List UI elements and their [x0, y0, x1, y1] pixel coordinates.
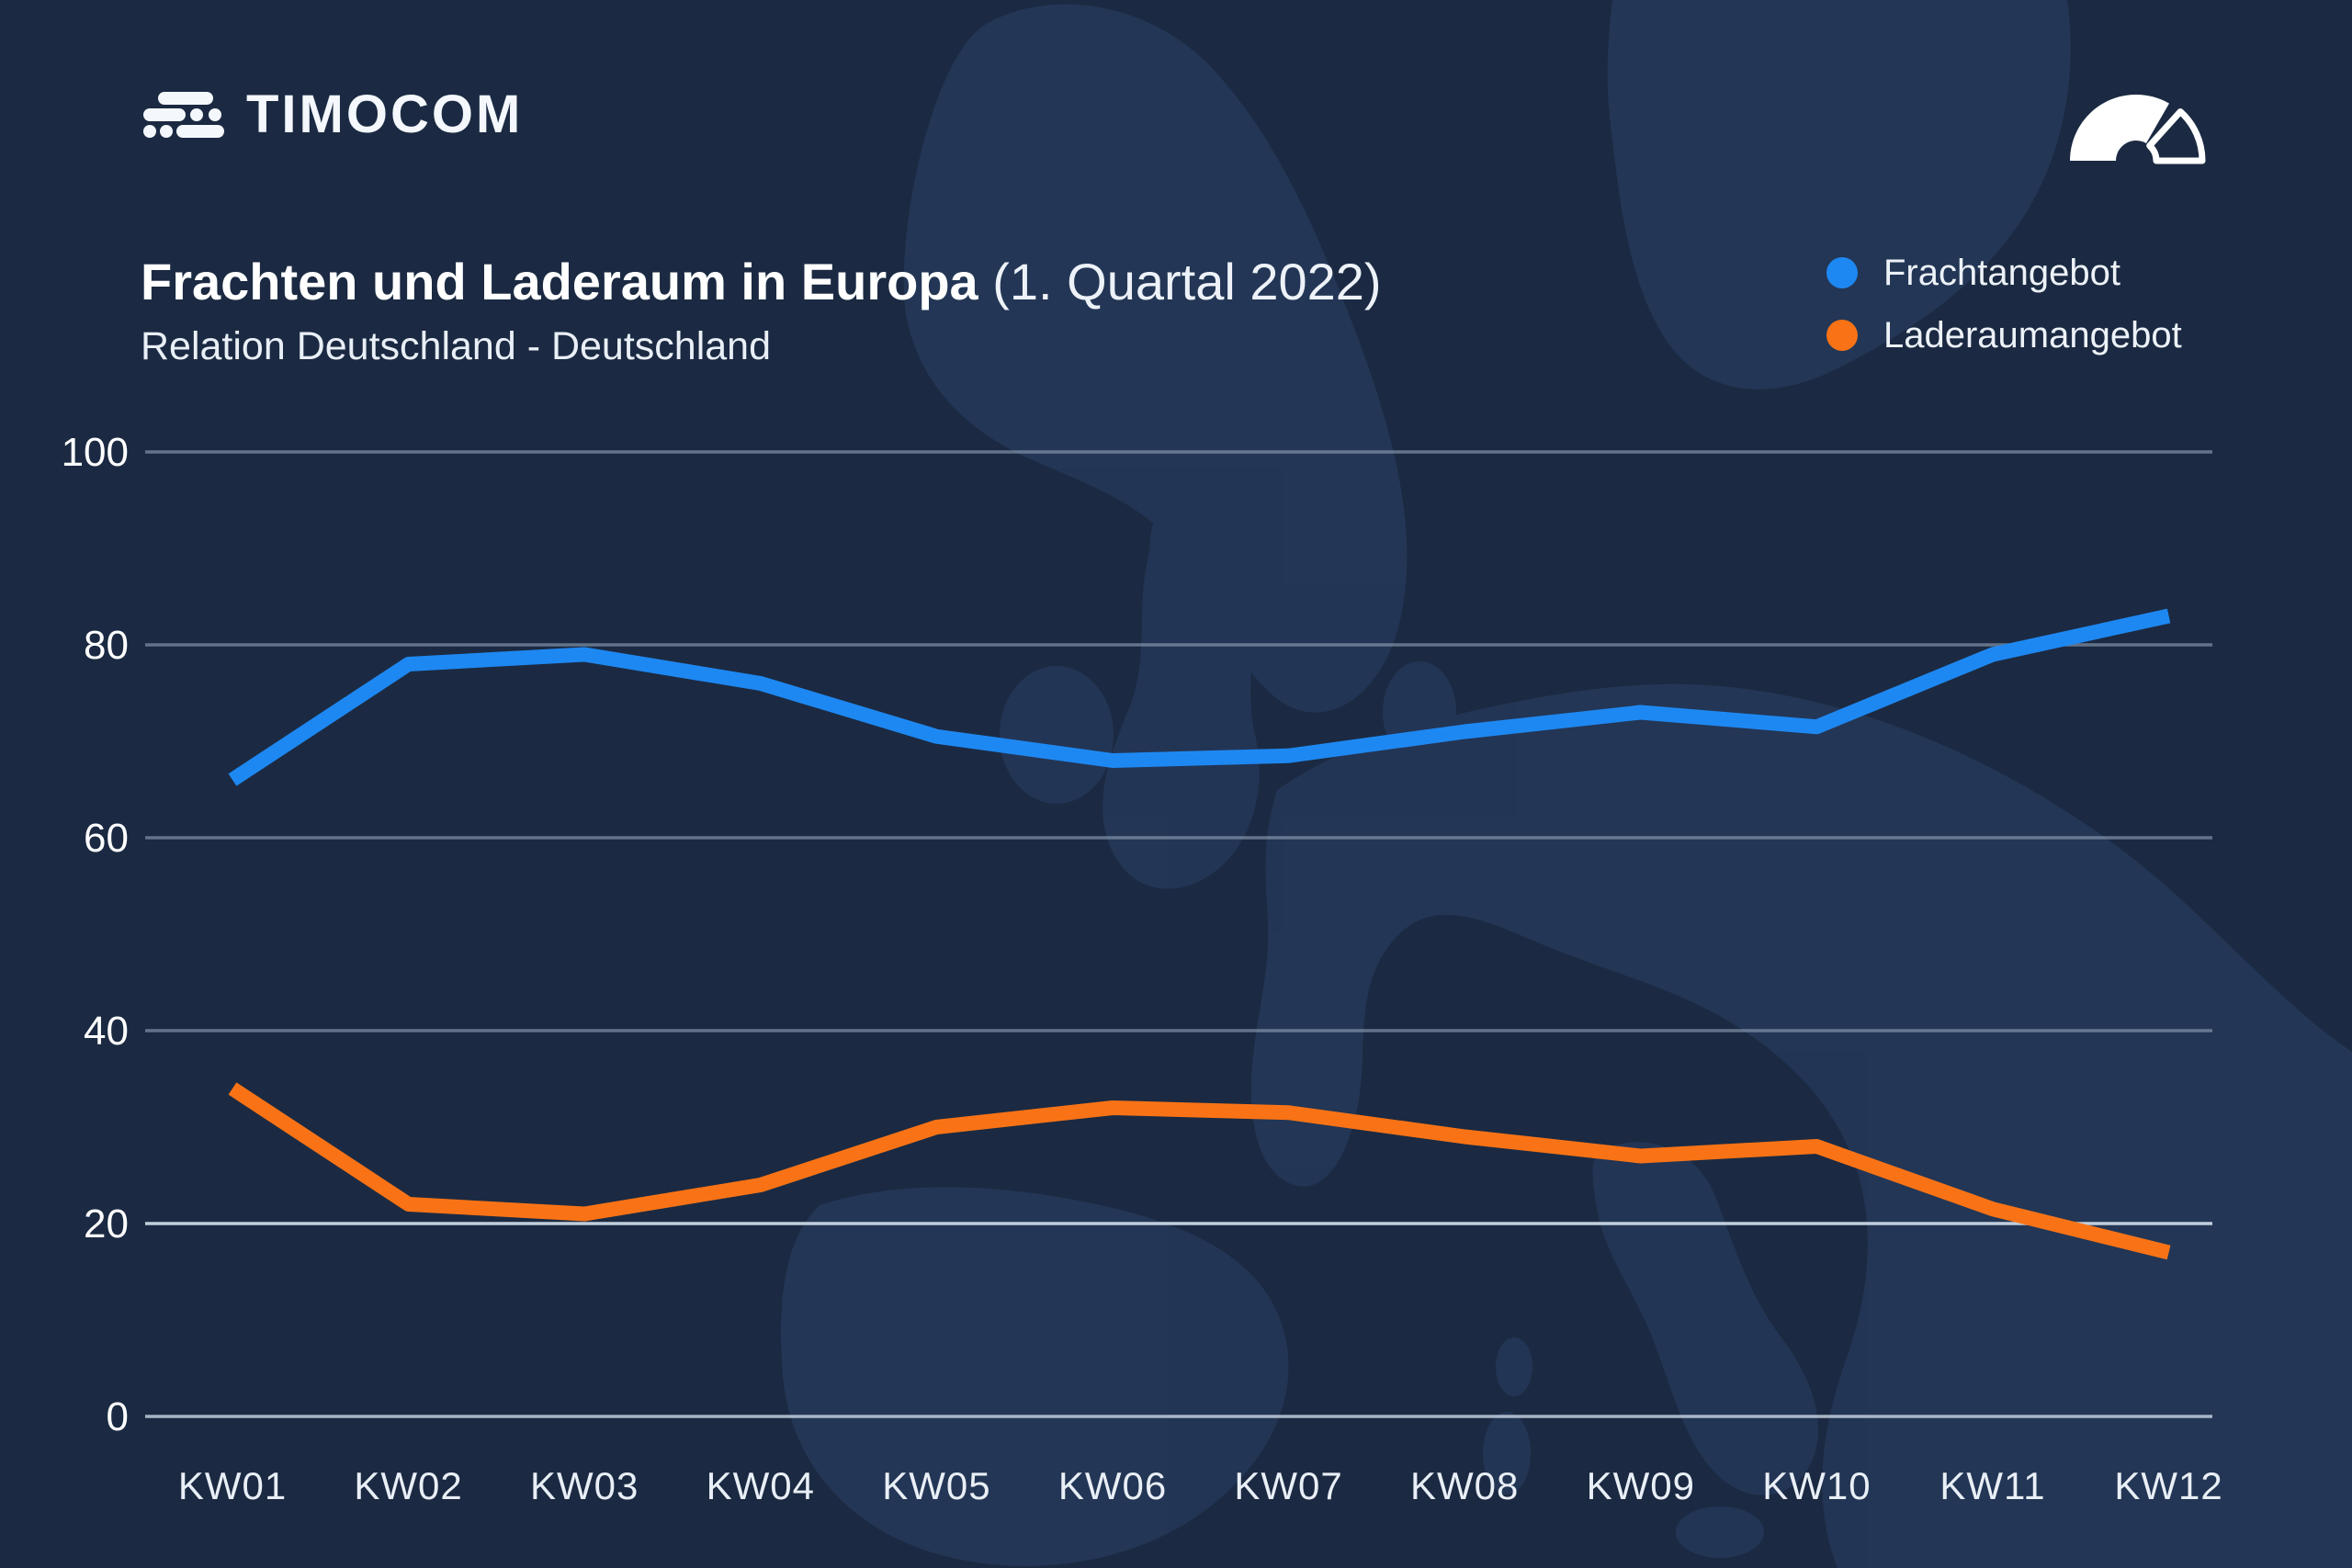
brand-name: TIMOCOM: [246, 85, 524, 144]
x-tick-label-KW02: KW02: [354, 1464, 462, 1507]
x-axis-labels: KW01 KW02 KW03 KW04 KW05 KW06 KW07 KW08 KW09 KW10…: [178, 1464, 2222, 1507]
x-tick-label-KW07: KW07: [1234, 1464, 1342, 1507]
chart-title-main: Frachten und Laderaum in Europa: [141, 253, 978, 310]
x-tick-label-KW08: KW08: [1410, 1464, 1519, 1507]
x-tick-label-KW03: KW03: [530, 1464, 639, 1507]
chart-title: Frachten und Laderaum in Europa (1. Quar…: [141, 253, 1382, 310]
map-central-europe: [1250, 683, 2352, 1568]
legend-item-frachtangebot: Frachtangebot: [1826, 252, 2182, 294]
timocom-logo-icon: [143, 92, 224, 138]
map-sicily: [1676, 1506, 1764, 1558]
speedometer-gauge-icon: [2070, 94, 2206, 164]
legend: Frachtangebot Laderaumangebot: [1826, 252, 2182, 356]
legend-dot-orange-icon: [1826, 320, 1858, 351]
y-axis-labels: 0 20 40 60 80 100: [62, 430, 129, 1439]
series-line-laderaumangebot: [228, 1082, 2171, 1260]
chart-title-period: (1. Quartal 2022): [978, 253, 1382, 310]
x-tick-label-KW05: KW05: [882, 1464, 990, 1507]
gauge-filled-sector: [2070, 94, 2169, 161]
legend-label-frachtangebot: Frachtangebot: [1883, 252, 2120, 293]
x-tick-label-KW12: KW12: [2114, 1464, 2222, 1507]
y-tick-label-60: 60: [84, 816, 129, 861]
series-line-frachtangebot: [228, 608, 2171, 786]
map-iberia: [781, 1187, 1289, 1566]
x-tick-label-KW06: KW06: [1058, 1464, 1167, 1507]
y-tick-label-0: 0: [107, 1394, 129, 1439]
map-finland: [1607, 0, 2071, 389]
chart-subtitle: Relation Deutschland - Deutschland: [141, 323, 772, 368]
title-block: Frachten und Laderaum in Europa (1. Quar…: [141, 253, 1382, 369]
legend-item-laderaumangebot: Laderaumangebot: [1826, 314, 2182, 356]
y-tick-label-40: 40: [84, 1009, 129, 1054]
map-uk: [1102, 505, 1260, 889]
map-scandinavia: [903, 4, 1408, 713]
x-tick-label-KW10: KW10: [1762, 1464, 1871, 1507]
map-italy: [1592, 1142, 1819, 1495]
map-sardinia: [1483, 1412, 1531, 1495]
europe-map-silhouette-icon: [781, 0, 2352, 1568]
gridlines: [145, 450, 2212, 1418]
x-tick-label-KW11: KW11: [1939, 1464, 2045, 1507]
series-lines: [228, 608, 2171, 1260]
map-corsica: [1496, 1337, 1532, 1396]
gauge-outline-sector: [2146, 108, 2206, 164]
legend-dot-blue-icon: [1826, 257, 1858, 288]
y-tick-label-100: 100: [62, 430, 129, 475]
x-tick-label-KW09: KW09: [1587, 1464, 1695, 1507]
brand-header: TIMOCOM: [138, 85, 523, 145]
y-tick-label-80: 80: [84, 623, 129, 668]
x-tick-label-KW01: KW01: [178, 1464, 287, 1507]
y-tick-label-20: 20: [84, 1201, 129, 1247]
legend-label-laderaumangebot: Laderaumangebot: [1883, 314, 2182, 355]
x-tick-label-KW04: KW04: [707, 1464, 815, 1507]
map-ireland: [1000, 666, 1114, 804]
